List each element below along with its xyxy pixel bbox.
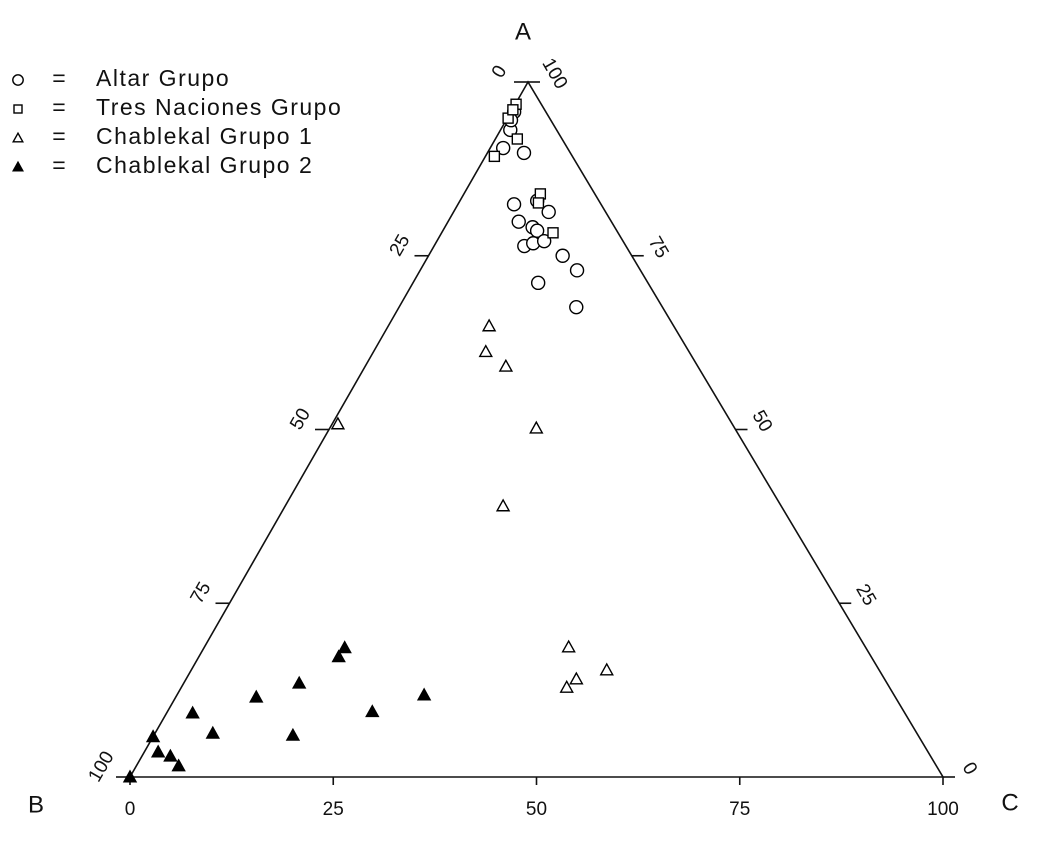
legend-separator: = [52, 152, 65, 178]
data-point [559, 679, 574, 693]
data-point [150, 744, 166, 758]
data-point [285, 727, 301, 741]
legend-label: Chablekal Grupo 1 [96, 123, 313, 149]
legend-marker [12, 131, 24, 143]
data-point [249, 689, 264, 703]
data-point [507, 104, 519, 116]
data-point [569, 671, 584, 685]
vertex-label-a: A [515, 18, 531, 45]
data-point [331, 649, 346, 663]
data-point [511, 214, 526, 229]
data-point [481, 318, 497, 332]
legend-marker [12, 74, 24, 86]
c-tick-label: 25 [323, 799, 344, 820]
legend-label: Chablekal Grupo 2 [96, 152, 313, 178]
data-point [478, 344, 493, 358]
data-point [330, 416, 346, 430]
a-tick-label: 50 [748, 407, 777, 436]
data-point [555, 248, 570, 263]
c-tick-label: 100 [927, 799, 959, 820]
data-point [511, 133, 524, 145]
data-point [541, 204, 556, 220]
a-tick-label: 0 [958, 759, 981, 779]
legend-label: Tres Naciones Grupo [96, 94, 342, 120]
data-point [529, 420, 544, 434]
c-tick-label: 75 [729, 799, 750, 820]
data-point [171, 758, 186, 772]
data-point [561, 639, 576, 653]
data-point [532, 197, 545, 209]
legend-separator: = [52, 123, 65, 149]
data-point [337, 640, 352, 654]
data-point [185, 705, 200, 719]
data-point [495, 498, 511, 512]
data-point [205, 725, 220, 739]
legend-label: Altar Grupo [96, 65, 230, 91]
a-tick-label: 25 [851, 581, 880, 610]
legend-separator: = [52, 65, 65, 91]
c-tick-label: 50 [526, 799, 547, 820]
data-point [498, 358, 514, 372]
b-tick-label: 25 [386, 231, 415, 260]
data-point [516, 145, 532, 161]
data-point [365, 704, 380, 718]
b-tick-label: 75 [187, 579, 216, 608]
data-point [569, 299, 584, 315]
a-tick-label: 100 [537, 55, 571, 93]
legend-marker [12, 160, 24, 172]
data-point [530, 275, 546, 291]
data-point [291, 675, 307, 689]
legend-marker [13, 104, 23, 114]
b-tick-label: 100 [85, 748, 119, 786]
data-point [569, 263, 585, 278]
a-tick-label: 75 [644, 233, 673, 262]
b-tick-label: 0 [488, 62, 511, 82]
legend-separator: = [52, 94, 65, 120]
data-point [416, 687, 432, 701]
data-point [122, 769, 138, 783]
data-point [163, 748, 178, 762]
c-tick-label: 0 [125, 799, 136, 820]
b-tick-label: 50 [286, 405, 315, 434]
data-point [547, 227, 559, 239]
vertex-label-c: C [1001, 789, 1018, 816]
data-point [506, 197, 522, 212]
data-point [488, 150, 501, 163]
data-point [145, 729, 161, 743]
data-point [599, 662, 614, 676]
vertex-label-b: B [28, 791, 44, 818]
